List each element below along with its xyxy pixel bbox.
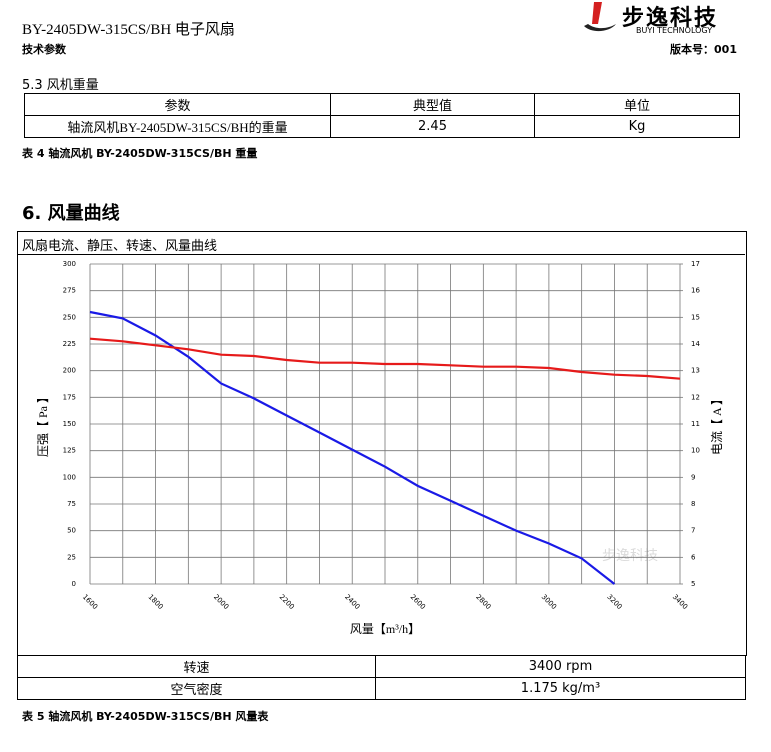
y-axis-label: 压强【 Pa 】 — [36, 391, 50, 457]
doc-title: BY-2405DW-315CS/BH 电子风扇 — [22, 22, 235, 38]
y-tick-label: 200 — [63, 367, 76, 375]
x-tick-label: 2400 — [343, 593, 361, 611]
td: 转速 — [17, 655, 376, 678]
y-tick-label: 25 — [67, 553, 76, 561]
logo-name: 步逸科技 — [622, 6, 719, 31]
x-tick-label: 2800 — [474, 593, 492, 611]
y2-tick-label: 15 — [691, 313, 700, 321]
x-tick-label: 1600 — [81, 593, 99, 611]
x-tick-label: 2000 — [212, 593, 230, 611]
series-line — [89, 337, 681, 380]
td: 轴流风机BY-2405DW-315CS/BH的重量 — [24, 115, 331, 138]
y2-axis-label: 电流【 A 】 — [710, 393, 724, 455]
section-heading: 6. 风量曲线 — [22, 203, 120, 224]
td: 空气密度 — [17, 677, 376, 700]
y-tick-label: 275 — [63, 287, 76, 295]
th: 单位 — [534, 93, 740, 116]
panel-title-row — [17, 231, 745, 255]
y2-tick-label: 11 — [691, 420, 700, 428]
y2-tick-label: 17 — [691, 260, 700, 268]
x-tick-label: 3200 — [605, 593, 623, 611]
watermark: 步逸科技 — [602, 548, 658, 564]
x-tick-label: 2200 — [278, 593, 296, 611]
spec-table: 转速 3400 rpm 空气密度 1.175 kg/m³ — [17, 655, 746, 700]
section-heading: 5.3 风机重量 — [22, 78, 99, 93]
y-tick-label: 150 — [63, 420, 76, 428]
y-tick-label: 300 — [63, 260, 76, 268]
logo-en: BUYI TECHNOLOGY — [636, 26, 713, 35]
y-tick-label: 225 — [63, 340, 76, 348]
y2-tick-label: 6 — [691, 553, 696, 561]
series-line — [89, 310, 616, 585]
y2-tick-label: 8 — [691, 500, 695, 508]
y2-tick-label: 7 — [691, 527, 695, 535]
y-tick-label: 125 — [63, 447, 76, 455]
y2-tick-label: 5 — [691, 580, 695, 588]
y2-tick-label: 16 — [691, 287, 700, 295]
y-tick-label: 250 — [63, 313, 76, 321]
y-tick-label: 75 — [67, 500, 76, 508]
y-tick-label: 50 — [67, 527, 76, 535]
td: 3400 rpm — [375, 655, 746, 678]
td: 2.45 — [330, 115, 535, 138]
y-tick-label: 100 — [63, 473, 76, 481]
caption: 表 5 轴流风机 BY-2405DW-315CS/BH 风量表 — [22, 710, 269, 723]
y2-tick-label: 9 — [691, 473, 695, 481]
y-tick-label: 175 — [63, 393, 76, 401]
logo-icon — [584, 2, 616, 32]
x-tick-label: 1800 — [146, 593, 164, 611]
y2-tick-label: 12 — [691, 393, 700, 401]
weight-table: 参数 典型值 单位 轴流风机BY-2405DW-315CS/BH的重量 2.45 Kg — [24, 93, 740, 138]
panel-title: 风扇电流、静压、转速、风量曲线 — [22, 239, 218, 254]
x-tick-label: 3400 — [671, 593, 689, 611]
td: Kg — [534, 115, 740, 138]
td: 1.175 kg/m³ — [375, 677, 746, 700]
doc-subtitle: 技术参数 — [22, 43, 66, 56]
x-tick-label: 3000 — [540, 593, 558, 611]
x-tick-label: 2600 — [409, 593, 427, 611]
y2-tick-label: 13 — [691, 367, 700, 375]
caption: 表 4 轴流风机 BY-2405DW-315CS/BH 重量 — [22, 147, 258, 160]
x-axis-label: 风量【m³/h】 — [350, 622, 420, 636]
chart-panel — [17, 231, 747, 656]
y2-tick-label: 14 — [691, 340, 700, 348]
y-tick-label: 0 — [72, 580, 76, 588]
chart: 步逸科技 0 25 50 75 100 125 150 175 200 225 250 275 300 5 6… — [36, 260, 724, 636]
y2-tick-label: 10 — [691, 447, 700, 455]
version: 版本号：001 — [670, 43, 737, 56]
